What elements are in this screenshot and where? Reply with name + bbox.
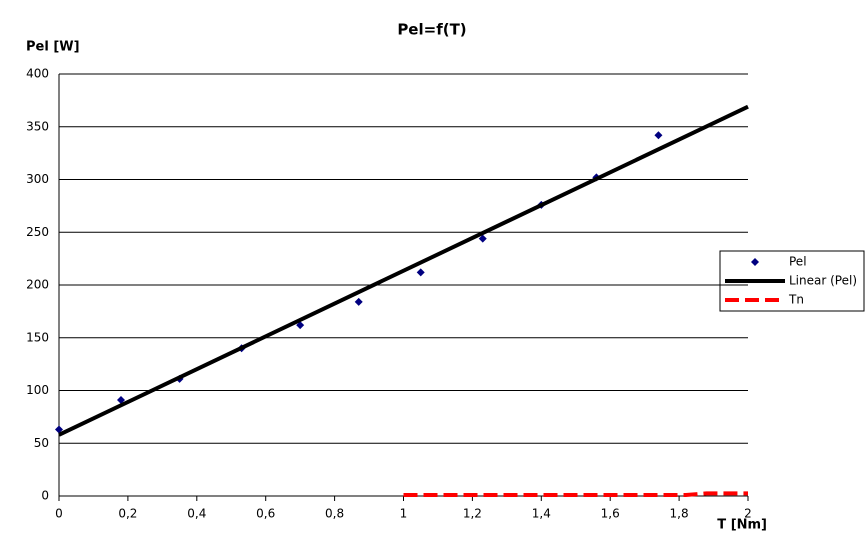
point <box>478 234 487 243</box>
y-tick-label: 300 <box>26 172 49 186</box>
x-tick-label: 1,4 <box>532 507 551 521</box>
y-tick-label: 0 <box>41 489 49 503</box>
y-tick-label: 150 <box>26 330 49 344</box>
y-tick-label: 100 <box>26 383 49 397</box>
point <box>55 425 63 434</box>
point <box>654 131 663 140</box>
legend-label: Tn <box>788 293 804 307</box>
point <box>416 268 425 277</box>
legend-symbol <box>751 258 759 266</box>
y-tick-label: 250 <box>26 225 49 239</box>
x-tick-label: 0,2 <box>118 507 137 521</box>
point <box>354 297 363 306</box>
x-tick-label: 1 <box>400 507 408 521</box>
series-line <box>58 104 749 437</box>
x-tick-label: 0,8 <box>325 507 344 521</box>
y-tick-label: 200 <box>26 278 49 292</box>
x-tick-label: 0 <box>55 507 63 521</box>
x-tick-label: 0,4 <box>187 507 206 521</box>
x-axis-label: T [Nm] <box>717 518 767 533</box>
x-tick-label: 1,2 <box>463 507 482 521</box>
x-tick-label: 0,6 <box>256 507 275 521</box>
x-tick-label: 1,6 <box>601 507 620 521</box>
series-line <box>403 491 748 497</box>
y-tick-label: 350 <box>26 119 49 133</box>
x-tick-label: 2 <box>744 507 752 521</box>
chart-title: Pel=f(T) <box>397 21 466 39</box>
point <box>117 395 126 404</box>
y-tick-label: 50 <box>34 436 49 450</box>
x-tick-label: 1,8 <box>670 507 689 521</box>
y-tick-label: 400 <box>26 67 49 81</box>
legend-label: Pel <box>789 255 807 269</box>
legend-label: Linear (Pel) <box>789 274 857 288</box>
y-axis-label: Pel [W] <box>26 40 80 55</box>
